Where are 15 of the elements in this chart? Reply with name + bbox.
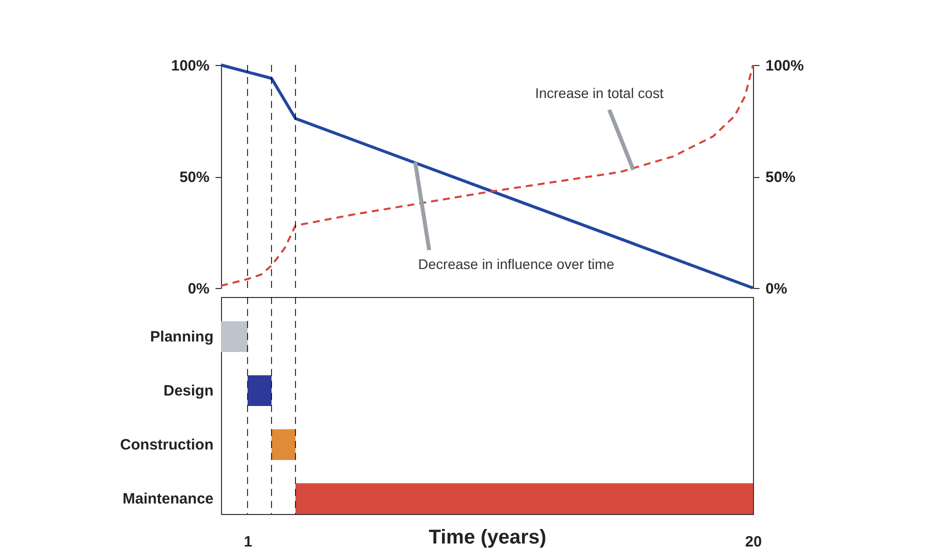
- x-tick-label: 1: [244, 534, 252, 550]
- y-tick-label: 100%: [171, 58, 210, 74]
- x-tick-label: 20: [745, 534, 762, 550]
- y-tick-label: 0%: [188, 280, 210, 298]
- y-tick-label: Design: [163, 382, 214, 400]
- y2-tick-label: 0%: [766, 280, 788, 298]
- y-tick-label: Planning: [150, 328, 214, 346]
- y2-tick-label: 50%: [766, 169, 796, 186]
- x-axis-title: Time (years): [428, 526, 546, 548]
- annotation: Decrease in influence over time: [418, 256, 614, 272]
- y-tick-label: Maintenance: [122, 490, 214, 508]
- y-tick-label: Construction: [120, 436, 214, 454]
- y-tick-label: 50%: [179, 169, 210, 186]
- annotation: Increase in total cost: [535, 84, 664, 101]
- y2-tick-label: 100%: [766, 58, 804, 74]
